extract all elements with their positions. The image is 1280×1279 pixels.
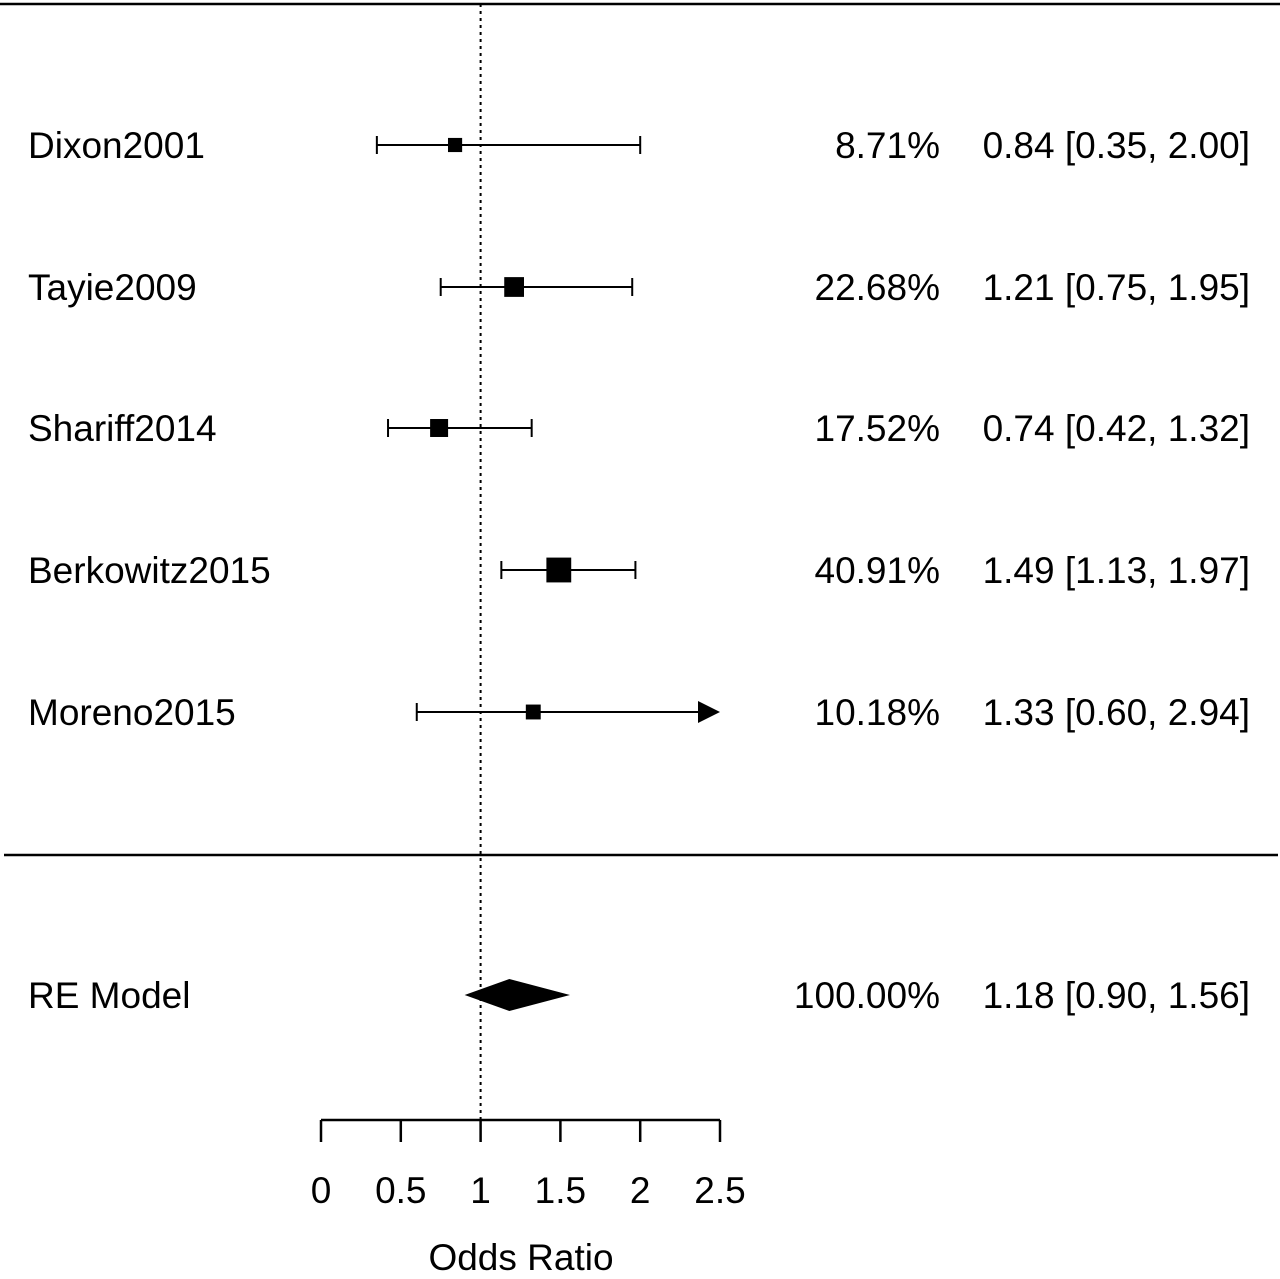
ci-label: 0.84 [0.35, 2.00]	[983, 125, 1250, 166]
weight-label: 17.52%	[815, 408, 941, 449]
point-estimate-square	[525, 704, 541, 720]
study-label: Moreno2015	[28, 692, 236, 733]
study-label: Shariff2014	[28, 408, 217, 449]
x-tick-label: 1.5	[535, 1170, 586, 1211]
x-tick-label: 2	[630, 1170, 651, 1211]
weight-label: 22.68%	[815, 267, 941, 308]
study-label: Dixon2001	[28, 125, 205, 166]
study-row: Berkowitz2015 40.91% 1.49 [1.13, 1.97]	[28, 550, 1250, 591]
x-tick-label: 0.5	[375, 1170, 426, 1211]
weight-label: 10.18%	[815, 692, 941, 733]
summary-weight-label: 100.00%	[794, 975, 940, 1016]
summary-diamond	[464, 979, 570, 1011]
study-row: Moreno2015 10.18% 1.33 [0.60, 2.94]	[28, 692, 1250, 733]
ci-arrow	[698, 701, 720, 723]
x-axis-title: Odds Ratio	[428, 1237, 613, 1278]
ci-label: 1.33 [0.60, 2.94]	[983, 692, 1250, 733]
study-row: Shariff2014 17.52% 0.74 [0.42, 1.32]	[28, 408, 1250, 449]
x-tick-label: 0	[311, 1170, 332, 1211]
summary-ci-label: 1.18 [0.90, 1.56]	[983, 975, 1250, 1016]
point-estimate-square	[504, 277, 524, 297]
point-estimate-square	[430, 419, 449, 437]
x-tick-label: 2.5	[694, 1170, 745, 1211]
weight-label: 8.71%	[835, 125, 940, 166]
ci-label: 1.21 [0.75, 1.95]	[983, 267, 1250, 308]
x-tick-label: 1	[470, 1170, 491, 1211]
study-label: Tayie2009	[28, 267, 197, 308]
point-estimate-square	[447, 137, 463, 153]
study-row: Tayie2009 22.68% 1.21 [0.75, 1.95]	[28, 267, 1250, 308]
x-axis: 0 0.5 1 1.5 2 2.5	[311, 1118, 746, 1211]
ci-label: 0.74 [0.42, 1.32]	[983, 408, 1250, 449]
study-row: Dixon2001 8.71% 0.84 [0.35, 2.00]	[28, 125, 1250, 166]
ci-label: 1.49 [1.13, 1.97]	[983, 550, 1250, 591]
summary-label: RE Model	[28, 975, 190, 1016]
study-label: Berkowitz2015	[28, 550, 271, 591]
weight-label: 40.91%	[815, 550, 941, 591]
point-estimate-square	[546, 557, 572, 583]
